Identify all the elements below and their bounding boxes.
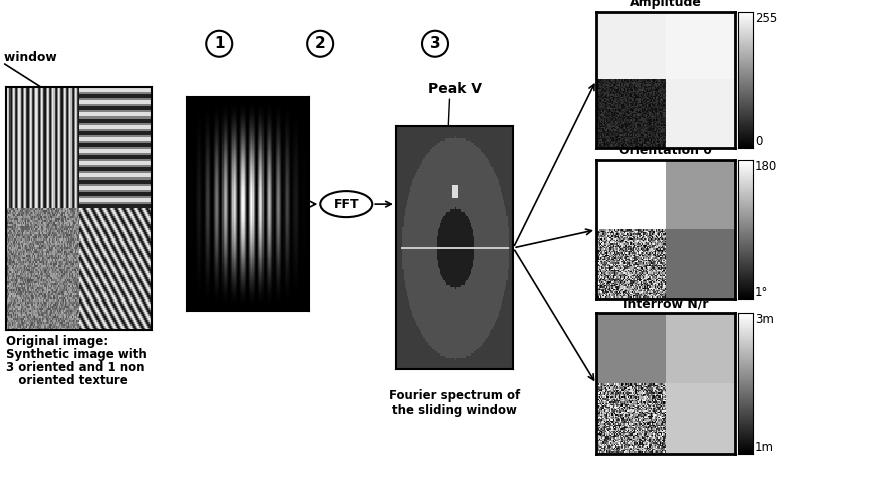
- Text: θ: θ: [471, 233, 481, 247]
- Text: 1m: 1m: [754, 441, 773, 454]
- Text: 1: 1: [214, 36, 224, 51]
- Text: 0: 0: [754, 135, 761, 148]
- Text: oriented texture: oriented texture: [6, 375, 128, 387]
- Text: 3: 3: [429, 36, 440, 51]
- Text: 180: 180: [754, 160, 777, 174]
- Text: 3m: 3m: [754, 313, 773, 327]
- Text: Amplitude: Amplitude: [629, 0, 700, 9]
- Text: Synthetic image with: Synthetic image with: [6, 348, 147, 362]
- Text: FFT: FFT: [333, 198, 359, 210]
- Text: 255: 255: [754, 12, 777, 25]
- Text: Orientation θ: Orientation θ: [619, 144, 711, 157]
- Text: r: r: [433, 224, 439, 236]
- Text: Interrow N/r: Interrow N/r: [622, 297, 707, 311]
- Text: Fourier spectrum of
the sliding window: Fourier spectrum of the sliding window: [388, 389, 520, 417]
- Text: Hanning window: Hanning window: [0, 51, 57, 64]
- Text: 2: 2: [315, 36, 325, 51]
- Text: Peak V: Peak V: [427, 82, 481, 96]
- Text: Original image:: Original image:: [6, 335, 108, 348]
- Text: 3 oriented and 1 non: 3 oriented and 1 non: [6, 362, 144, 375]
- Text: 1°: 1°: [754, 286, 767, 299]
